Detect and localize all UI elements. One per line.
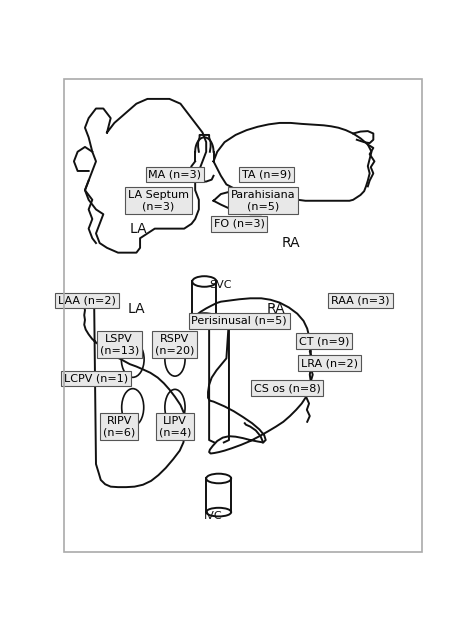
Text: CS os (n=8): CS os (n=8) [254,383,320,393]
Text: LSPV
(n=13): LSPV (n=13) [100,334,139,356]
Text: LCPV (n=1): LCPV (n=1) [64,374,128,384]
Text: LA Septum
(n=3): LA Septum (n=3) [128,190,189,212]
Text: RSPV
(n=20): RSPV (n=20) [155,334,195,356]
Text: LRA (n=2): LRA (n=2) [301,358,358,368]
Text: Parahisiana
(n=5): Parahisiana (n=5) [231,190,295,212]
Text: LA: LA [129,222,147,236]
Text: Perisinusal (n=5): Perisinusal (n=5) [191,316,287,326]
Text: RAA (n=3): RAA (n=3) [331,296,390,306]
Text: RA: RA [282,236,300,250]
Text: SVC: SVC [210,280,232,290]
Text: CT (n=9): CT (n=9) [299,336,349,346]
Text: FO (n=3): FO (n=3) [214,219,264,229]
Text: LA: LA [128,303,145,316]
Text: TA (n=9): TA (n=9) [242,169,292,179]
Text: LIPV
(n=4): LIPV (n=4) [159,416,191,437]
Text: LAA (n=2): LAA (n=2) [58,296,116,306]
Text: RIPV
(n=6): RIPV (n=6) [103,416,135,437]
Text: MA (n=3): MA (n=3) [148,169,201,179]
Text: RA: RA [267,303,285,316]
Text: IVC: IVC [204,511,223,521]
